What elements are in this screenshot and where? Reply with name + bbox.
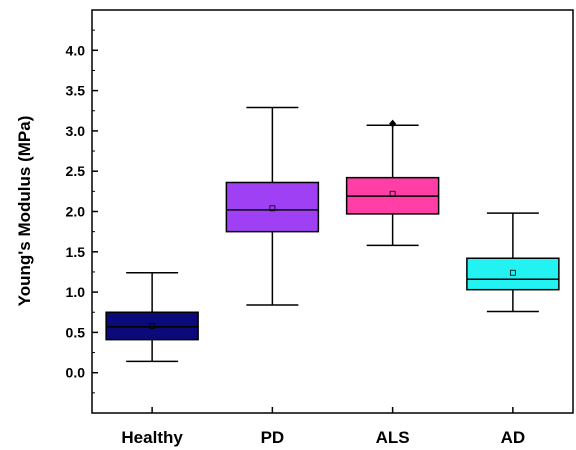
mean-marker (149, 323, 156, 329)
box-healthy (105, 311, 199, 341)
y-tick-label: 2.0 (66, 204, 86, 220)
y-tick-label: 2.5 (66, 163, 86, 179)
y-tick-label: 3.0 (66, 123, 86, 139)
x-category-label: ALS (376, 428, 410, 447)
mean-marker (389, 190, 396, 197)
mean-marker (269, 205, 276, 212)
y-tick-label: 0.0 (66, 365, 86, 381)
x-category-label: PD (261, 428, 285, 447)
box-ad (466, 257, 560, 291)
y-tick-label: 1.5 (66, 244, 86, 260)
y-axis-label: Young's Modulus (MPa) (15, 116, 34, 307)
y-tick-label: 0.5 (66, 324, 86, 340)
x-category-label: Healthy (121, 428, 183, 447)
plot-frame (91, 9, 574, 414)
x-category-label: AD (501, 428, 526, 447)
outlier-point (389, 119, 397, 128)
y-tick-label: 1.0 (66, 284, 86, 300)
y-tick-label: 3.5 (66, 83, 86, 99)
y-tick-label: 4.0 (66, 42, 86, 58)
mean-marker (509, 269, 516, 276)
box-pd (225, 181, 320, 233)
